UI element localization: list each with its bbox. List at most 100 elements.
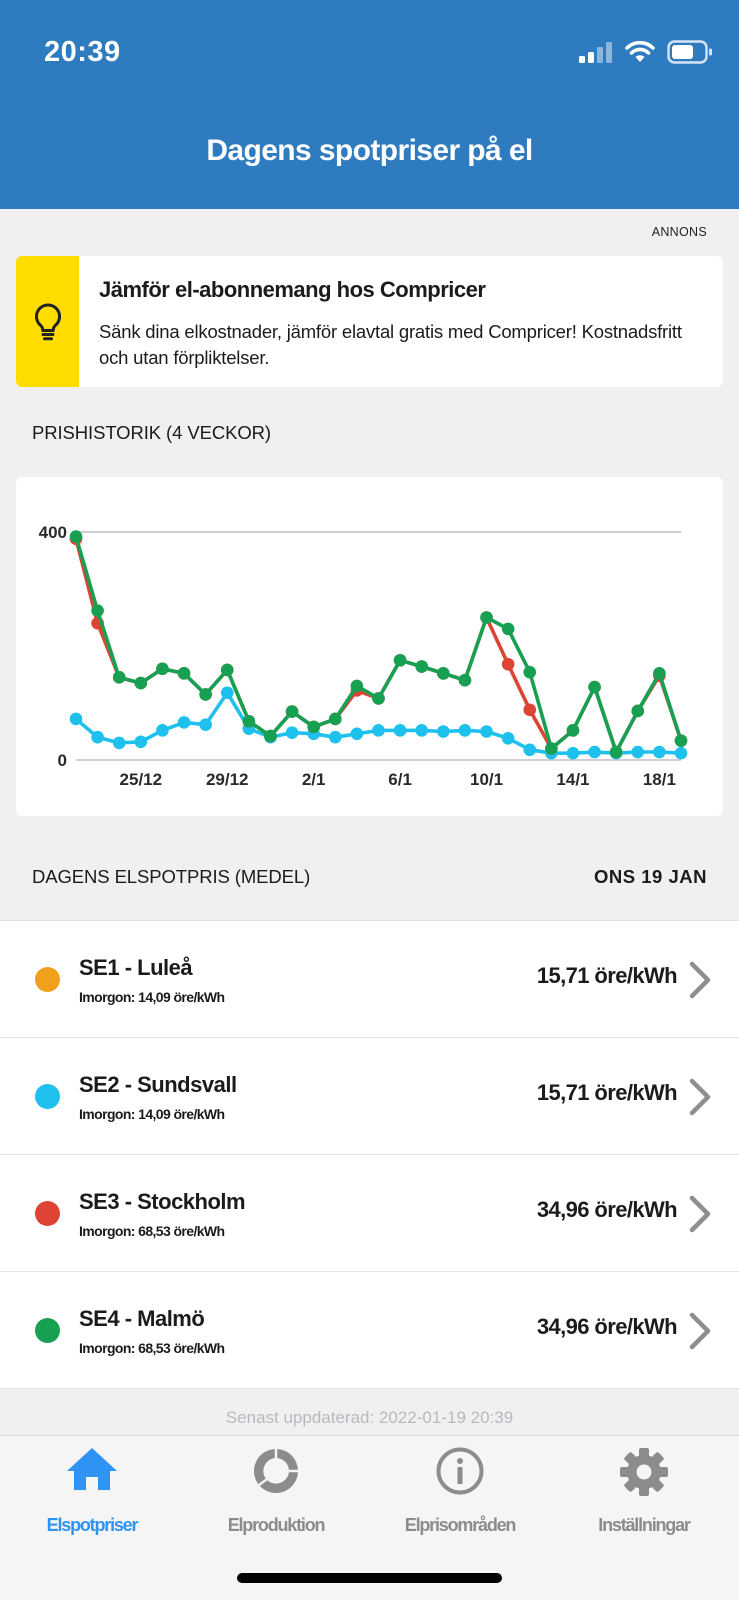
- data-point-green: [307, 720, 320, 734]
- x-tick-label: 14/1: [556, 770, 589, 789]
- data-point-blue: [501, 732, 515, 745]
- today-date: ONS 19 JAN: [594, 866, 707, 887]
- tab-label: Elspotpriser: [46, 1515, 139, 1535]
- x-tick-label: 2/1: [302, 770, 326, 789]
- data-point-green: [328, 712, 342, 726]
- region-row-se1[interactable]: SE1 - Luleå Imorgon: 14,09 öre/kWh 15,71…: [0, 921, 739, 1038]
- tab-installningar[interactable]: Inställningar: [552, 1436, 736, 1546]
- status-icons: [579, 40, 713, 64]
- data-point-blue: [69, 712, 83, 726]
- home-icon: [67, 1448, 117, 1490]
- data-point-green: [674, 734, 688, 747]
- data-point-blue: [393, 724, 407, 737]
- region-color-dot: [35, 1201, 60, 1226]
- ad-banner[interactable]: Jämför el-abonnemang hos Compricer Sänk …: [16, 256, 723, 387]
- data-point-green: [609, 745, 623, 759]
- battery-icon: [667, 40, 712, 64]
- last-updated: Senast uppdaterad: 2022-01-19 20:39: [225, 1408, 514, 1427]
- data-point-blue: [372, 724, 385, 737]
- data-point-blue: [156, 724, 169, 737]
- chevron-right-icon: [689, 1195, 711, 1233]
- tab-label: Elprisområden: [404, 1515, 517, 1535]
- region-name: SE2 - Sundsvall: [79, 1072, 237, 1097]
- data-point-green: [653, 667, 666, 680]
- x-tick-label: 6/1: [388, 770, 412, 789]
- data-point-green: [156, 662, 169, 676]
- series-line-green: [74, 534, 683, 754]
- region-price: 15,71 öre/kWh: [536, 1080, 678, 1105]
- data-point-blue: [437, 725, 450, 738]
- data-point-green: [177, 667, 191, 680]
- data-point-blue: [674, 746, 688, 760]
- region-price: 34,96 öre/kWh: [536, 1314, 678, 1339]
- gear-icon: [620, 1448, 668, 1496]
- region-tomorrow-price: Imorgon: 68,53 öre/kWh: [79, 1223, 225, 1239]
- tab-elprisomraden[interactable]: Elprisområden: [368, 1436, 552, 1546]
- data-point-green: [350, 679, 364, 693]
- data-point-green: [437, 667, 450, 680]
- data-point-blue: [523, 743, 537, 757]
- ring-chart-icon: [253, 1449, 299, 1494]
- data-point-blue: [177, 716, 191, 729]
- data-point-green: [112, 671, 126, 684]
- data-point-blue: [458, 724, 472, 737]
- region-name: SE4 - Malmö: [79, 1306, 205, 1331]
- data-point-blue: [91, 730, 104, 744]
- region-color-dot: [35, 1318, 60, 1343]
- signal-icon: [579, 42, 612, 63]
- x-tick-label: 29/12: [206, 770, 249, 789]
- y-tick-label: 0: [58, 751, 67, 770]
- x-tick-label: 18/1: [643, 770, 676, 789]
- data-point-blue: [653, 745, 666, 759]
- region-row-se2[interactable]: SE2 - Sundsvall Imorgon: 14,09 öre/kWh 1…: [0, 1038, 739, 1155]
- data-point-blue: [415, 724, 429, 737]
- data-point-green: [501, 622, 515, 636]
- ad-label: ANNONS: [651, 225, 707, 239]
- data-point-green: [199, 688, 212, 701]
- region-row-se4[interactable]: SE4 - Malmö Imorgon: 68,53 öre/kWh 34,96…: [0, 1272, 739, 1389]
- home-indicator: [237, 1573, 502, 1583]
- data-point-green: [523, 665, 537, 679]
- series-line-red: [74, 536, 683, 754]
- today-heading: DAGENS ELSPOTPRIS (MEDEL): [32, 866, 311, 887]
- data-point-blue: [350, 727, 364, 741]
- region-price: 34,96 öre/kWh: [536, 1197, 678, 1222]
- history-heading: PRISHISTORIK (4 VECKOR): [32, 422, 271, 443]
- data-point-blue: [566, 746, 580, 760]
- tab-label: Inställningar: [598, 1515, 691, 1535]
- data-point-green: [220, 663, 234, 677]
- wifi-icon: [625, 41, 655, 62]
- data-point-green: [458, 673, 472, 687]
- data-point-green: [588, 680, 601, 694]
- data-point-red: [523, 703, 537, 717]
- data-point-blue: [199, 718, 212, 731]
- tab-label: Elproduktion: [227, 1515, 326, 1535]
- ad-body: Sänk dina elkostnader, jämför elavtal gr…: [99, 321, 682, 368]
- tab-elproduktion[interactable]: Elproduktion: [184, 1436, 368, 1546]
- data-point-green: [393, 653, 407, 667]
- region-list: SE1 - Luleå Imorgon: 14,09 öre/kWh 15,71…: [0, 920, 739, 1389]
- region-color-dot: [35, 967, 60, 992]
- data-point-green: [415, 660, 429, 673]
- region-name: SE3 - Stockholm: [79, 1189, 246, 1214]
- region-name: SE1 - Luleå: [79, 955, 193, 980]
- region-price: 15,71 öre/kWh: [536, 963, 678, 988]
- data-point-green: [372, 692, 385, 705]
- x-tick-label: 10/1: [470, 770, 503, 789]
- y-tick-label: 400: [39, 523, 67, 542]
- tab-elspotpriser[interactable]: Elspotpriser: [0, 1436, 184, 1546]
- chevron-right-icon: [689, 961, 711, 999]
- data-point-blue: [631, 745, 645, 759]
- region-tomorrow-price: Imorgon: 14,09 öre/kWh: [79, 1106, 225, 1122]
- chart-svg: 400 0 25/12 29/12 2/1 6/1 10/1 14/1 18/1: [39, 523, 688, 789]
- region-row-se3[interactable]: SE3 - Stockholm Imorgon: 68,53 öre/kWh 3…: [0, 1155, 739, 1272]
- data-point-blue: [112, 736, 126, 750]
- data-point-green: [480, 611, 493, 624]
- data-point-blue: [134, 735, 148, 749]
- data-point-green: [285, 705, 299, 718]
- app-header: 20:39 Dagens spotpriser på el: [0, 0, 739, 209]
- data-point-green: [69, 530, 83, 543]
- info-icon: [436, 1447, 484, 1495]
- page-title: Dagens spotpriser på el: [206, 134, 533, 167]
- data-point-blue: [328, 730, 342, 744]
